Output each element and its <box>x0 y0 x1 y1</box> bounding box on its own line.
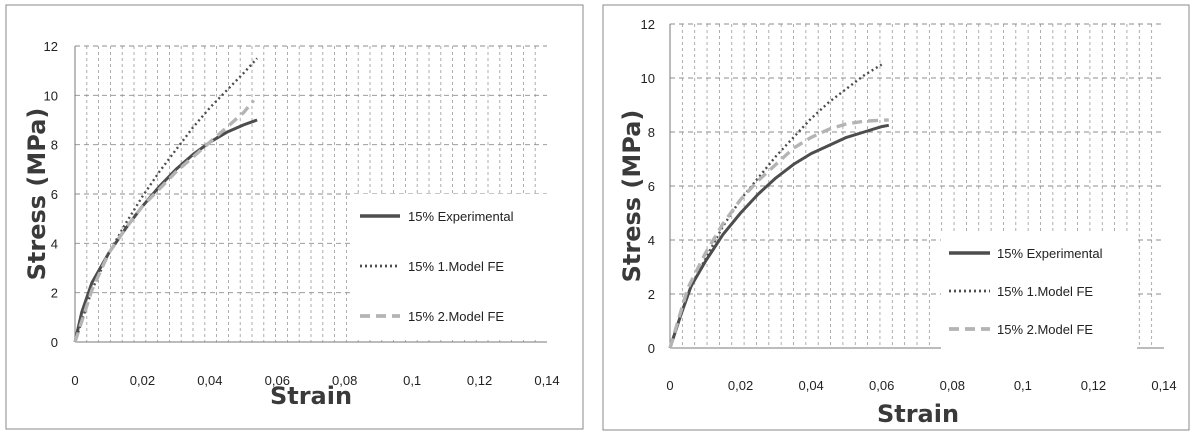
y-tick-label: 4 <box>648 233 655 248</box>
stress-strain-chart-2: 0 0,02 0,04 0,06 0,08 0,1 0,12 0,14 0 2 4 6 8 10 12 Str… <box>602 4 1190 431</box>
y-tick-label: 6 <box>648 179 655 194</box>
legend-label-3: 15% 2.Model FE <box>408 309 504 324</box>
x-tick-label: 0,14 <box>1151 378 1176 393</box>
stress-strain-chart-1: 0 0,02 0,04 0,06 0,08 0,1 0,12 0,14 0 2 4 6 8 10 12 Str… <box>5 4 584 430</box>
x-tick-label: 0,14 <box>534 373 559 388</box>
y-tick-label: 12 <box>641 17 655 32</box>
x-tick-label: 0,08 <box>332 373 357 388</box>
x-axis-title: Strain <box>877 400 959 428</box>
y-tick-label: 12 <box>44 39 58 54</box>
x-tick-label: 0,1 <box>403 373 421 388</box>
series-line-1 <box>73 118 258 343</box>
legend-label-2: 15% 1.Model FE <box>408 259 504 274</box>
y-axis-title: Stress (MPa) <box>23 108 51 281</box>
x-tick-label: 0,02 <box>728 378 753 393</box>
legend-label-3: 15% 2.Model FE <box>997 322 1093 337</box>
x-tick-label: 0,06 <box>869 378 894 393</box>
series-line-3 <box>668 118 889 349</box>
x-tick-label: 0 <box>71 373 78 388</box>
y-tick-label: 0 <box>648 341 655 356</box>
tick-labels: 0 0,02 0,04 0,06 0,08 0,1 0,12 0,14 0 2 4 6 8 10 12 <box>641 17 1177 393</box>
x-tick-label: 0 <box>666 378 673 393</box>
series-line-3 <box>73 99 256 343</box>
series-line-1 <box>668 123 890 349</box>
series-line-2 <box>668 63 883 349</box>
y-tick-label: 8 <box>648 125 655 140</box>
y-axis-title: Stress (MPa) <box>618 110 646 283</box>
legend-box <box>941 231 1137 351</box>
x-tick-label: 0,08 <box>940 378 965 393</box>
legend-label-1: 15% Experimental <box>997 246 1103 261</box>
x-tick-label: 0,06 <box>265 373 290 388</box>
x-tick-label: 0,04 <box>798 378 823 393</box>
x-tick-label: 0,04 <box>197 373 222 388</box>
tick-labels: 0 0,02 0,04 0,06 0,08 0,1 0,12 0,14 0 2 4 6 8 10 12 <box>44 39 560 388</box>
y-tick-label: 2 <box>51 286 58 301</box>
y-tick-label: 2 <box>648 287 655 302</box>
x-tick-label: 0,12 <box>467 373 492 388</box>
x-tick-label: 0,02 <box>130 373 155 388</box>
chart-panel-2: 0 0,02 0,04 0,06 0,08 0,1 0,12 0,14 0 2 4 6 8 10 12 Str… <box>597 0 1193 434</box>
series-line-2 <box>73 57 258 343</box>
y-tick-label: 4 <box>51 236 58 251</box>
x-tick-label: 0,1 <box>1014 378 1032 393</box>
y-tick-label: 10 <box>44 88 58 103</box>
y-tick-label: 10 <box>641 71 655 86</box>
chart-border <box>602 4 1190 431</box>
legend-label-1: 15% Experimental <box>408 209 514 224</box>
y-tick-label: 0 <box>51 335 58 350</box>
legend-label-2: 15% 1.Model FE <box>997 284 1093 299</box>
x-axis-title: Strain <box>270 382 352 410</box>
chart-panel-1: 0 0,02 0,04 0,06 0,08 0,1 0,12 0,14 0 2 4 6 8 10 12 Str… <box>0 0 590 434</box>
x-tick-label: 0,12 <box>1081 378 1106 393</box>
y-tick-label: 8 <box>51 138 58 153</box>
y-tick-label: 6 <box>51 187 58 202</box>
